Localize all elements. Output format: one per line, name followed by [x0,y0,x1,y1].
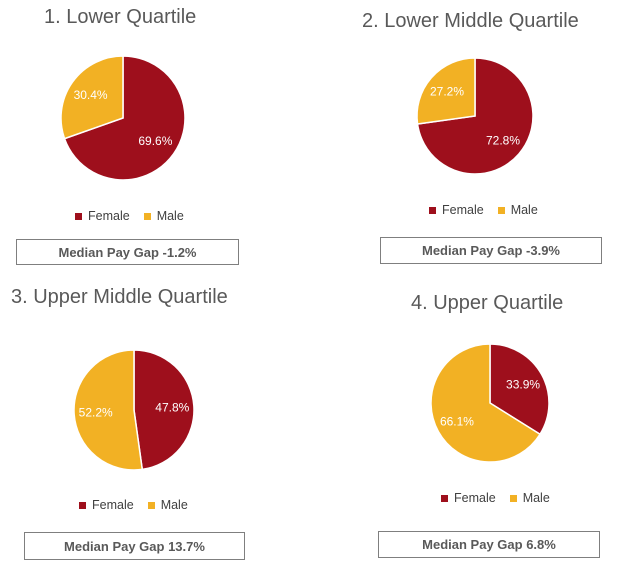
legend-female-label: Female [454,491,496,505]
chart-4-legend: Female Male [441,491,550,505]
legend-male-label: Male [510,203,538,217]
legend-female-swatch [429,206,436,214]
chart-3-median-pay-gap: Median Pay Gap 13.7% [24,532,245,560]
legend-male-swatch [497,206,505,214]
chart-1-title: 1. Lower Quartile [44,6,197,28]
legend-male-swatch [143,212,151,220]
legend-male-swatch [147,501,155,509]
legend-male-label: Male [160,498,188,512]
pie-label-female: 33.9% [506,378,540,392]
legend-female-label: Female [92,498,134,512]
chart-1-legend: Female Male [75,209,184,223]
pie-label-male: 27.2% [430,85,464,99]
legend-male-label: Male [156,209,184,223]
pie-label-male: 30.4% [74,88,108,102]
pie-slice-female [63,55,186,181]
legend-female-label: Female [88,209,130,223]
pie-label-male: 66.1% [440,414,474,428]
legend-female-swatch [441,494,448,502]
legend-male-label: Male [522,491,550,505]
pie-slice-male [60,55,124,140]
chart-3-legend: Female Male [79,498,188,512]
chart-2-legend: Female Male [429,203,538,217]
chart-1-median-pay-gap: Median Pay Gap -1.2% [16,239,239,265]
legend-female-label: Female [442,203,484,217]
pie-slice-male [416,57,476,125]
pie-label-female: 72.8% [486,133,520,147]
pie-label-female: 47.8% [155,400,189,414]
legend-female-swatch [79,501,86,509]
pie-slice-female [133,349,195,471]
chart-2-title: 2. Lower Middle Quartile [362,10,579,32]
pie-slice-male [73,349,144,471]
chart-4-median-pay-gap: Median Pay Gap 6.8% [378,531,600,558]
pie-slice-male [430,343,542,463]
chart-2-median-pay-gap: Median Pay Gap -3.9% [380,237,602,264]
legend-female-swatch [75,212,82,220]
legend-male-swatch [509,494,517,502]
pie-label-male: 52.2% [79,406,113,420]
chart-3-title: 3. Upper Middle Quartile [11,286,228,308]
chart-4-title: 4. Upper Quartile [411,292,564,314]
pie-label-female: 69.6% [138,134,172,148]
